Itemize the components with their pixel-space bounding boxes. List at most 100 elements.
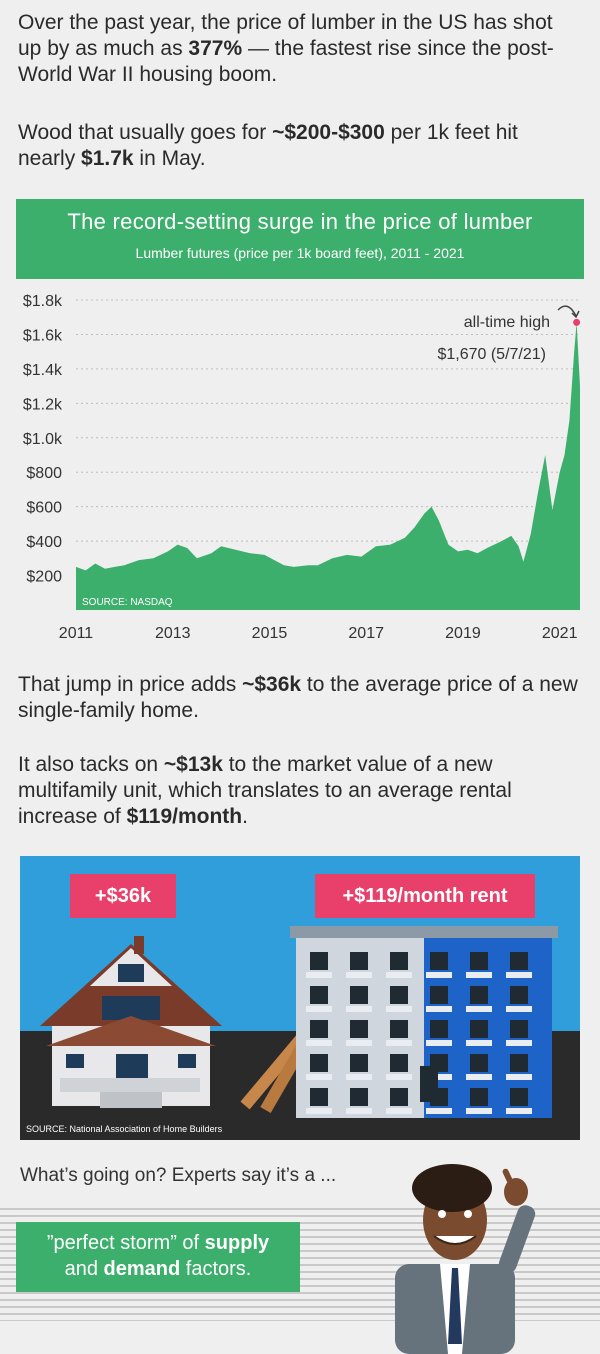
highlight-demand: demand: [103, 1258, 181, 1280]
x-tick-label: 2011: [59, 625, 94, 642]
y-tick-label: $400: [26, 534, 62, 551]
x-tick-label: 2013: [155, 625, 191, 642]
highlight-price-range: ~$200-$300: [272, 121, 385, 144]
window: [310, 1088, 328, 1106]
chart-source: SOURCE: NASDAQ: [82, 597, 173, 608]
peak-marker: [573, 318, 581, 326]
balcony-rail: [346, 972, 372, 978]
house-cost-badge: +$36k: [70, 874, 176, 918]
y-tick-label: $800: [26, 465, 62, 482]
window: [350, 1088, 368, 1106]
window: [390, 986, 408, 1004]
illustration-source: SOURCE: National Association of Home Bui…: [26, 1124, 223, 1134]
balcony-rail: [426, 1074, 452, 1080]
y-tick-label: $1.6k: [23, 327, 63, 344]
balcony-rail: [426, 972, 452, 978]
text-span: .: [242, 805, 248, 828]
window: [470, 1020, 488, 1038]
text-span: in May.: [133, 147, 206, 170]
x-tick-label: 2019: [445, 625, 481, 642]
window: [390, 952, 408, 970]
balcony-rail: [426, 1108, 452, 1114]
window: [470, 986, 488, 1004]
intro-paragraph-2: Wood that usually goes for ~$200-$300 pe…: [18, 120, 578, 172]
balcony-rail: [506, 1074, 532, 1080]
y-tick-label: $1.0k: [23, 431, 63, 448]
balcony-rail: [466, 1006, 492, 1012]
balcony-rail: [306, 1074, 332, 1080]
apartment-windows: [306, 952, 532, 1114]
balcony-rail: [506, 972, 532, 978]
balcony-rail: [346, 1108, 372, 1114]
window: [430, 986, 448, 1004]
house-icon: [40, 936, 222, 1108]
window: [390, 1054, 408, 1072]
balcony-rail: [346, 1040, 372, 1046]
house-cost-paragraph: That jump in price adds ~$36k to the ave…: [18, 672, 578, 724]
balcony-rail: [306, 1108, 332, 1114]
chart-header: The record-setting surge in the price of…: [16, 199, 584, 279]
text-span: factors.: [180, 1258, 252, 1280]
speaker-illustration: [230, 1164, 536, 1354]
balcony-rail: [386, 1108, 412, 1114]
y-tick-label: $200: [26, 569, 62, 586]
balcony-rail: [466, 1074, 492, 1080]
multifamily-paragraph: It also tacks on ~$13k to the market val…: [18, 752, 578, 830]
x-tick-label: 2015: [252, 625, 288, 642]
annotation-value: $1,670 (5/7/21): [437, 346, 546, 363]
text-span: — the fastest rise since the post-World …: [18, 37, 554, 86]
text-span: ”perfect storm” of: [46, 1232, 205, 1254]
highlight-supply: supply: [204, 1232, 270, 1254]
chart-gridlines: [76, 299, 580, 577]
balcony-rail: [506, 1108, 532, 1114]
window: [310, 1054, 328, 1072]
highlight-rent-increase: $119/month: [126, 805, 243, 828]
text-span: Over the past year, the price of lumber …: [18, 11, 553, 60]
window: [470, 1054, 488, 1072]
text-span: to the average price of a new single-fam…: [18, 673, 578, 722]
window: [470, 1088, 488, 1106]
peak-annotation: all-time high $1,670 (5/7/21): [437, 305, 581, 363]
window: [390, 1020, 408, 1038]
buildings-drawing: [40, 926, 558, 1118]
text-span: per 1k feet hit nearly: [18, 121, 518, 170]
balcony-rail: [466, 972, 492, 978]
balcony-rail: [506, 1006, 532, 1012]
y-tick-label: $1.2k: [23, 396, 63, 413]
balcony-rail: [466, 1108, 492, 1114]
window: [510, 1020, 528, 1038]
window: [510, 1054, 528, 1072]
balcony-rail: [306, 1040, 332, 1046]
window: [350, 986, 368, 1004]
y-axis-labels: $200 $400 $600 $800 $1.0k $1.2k $1.4k $1.6k $1.8…: [23, 293, 63, 586]
balcony-rail: [386, 1040, 412, 1046]
text-span: It also tacks on: [18, 753, 164, 776]
perfect-storm-bubble: ”perfect storm” of supply and demand fac…: [16, 1222, 300, 1292]
window: [350, 1054, 368, 1072]
window: [310, 1020, 328, 1038]
chart-subtitle: Lumber futures (price per 1k board feet)…: [135, 245, 465, 261]
y-tick-label: $600: [26, 500, 62, 517]
annotation-arrow-icon: [557, 305, 577, 317]
annotation-label: all-time high: [464, 314, 550, 331]
y-tick-label: $1.8k: [23, 293, 63, 310]
x-tick-label: 2017: [348, 625, 384, 642]
balcony-rail: [306, 1006, 332, 1012]
lumber-price-chart: $200 $400 $600 $800 $1.0k $1.2k $1.4k $1.6k $1.8…: [23, 293, 581, 642]
highlight-price: $1.7k: [81, 147, 134, 170]
balcony-rail: [386, 1006, 412, 1012]
x-tick-label: 2021: [542, 625, 578, 642]
window: [310, 986, 328, 1004]
y-tick-label: $1.4k: [23, 362, 63, 379]
window: [430, 1020, 448, 1038]
expert-man-icon: [230, 1164, 536, 1354]
window: [310, 952, 328, 970]
balcony-rail: [386, 972, 412, 978]
intro-paragraph-1: Over the past year, the price of lumber …: [18, 10, 578, 88]
balcony-rail: [426, 1006, 452, 1012]
apartment-building-icon: [290, 926, 558, 1118]
balcony-rail: [306, 972, 332, 978]
highlight-percentage: 377%: [188, 37, 243, 60]
window: [510, 1088, 528, 1106]
text-span: Wood that usually goes for: [18, 121, 273, 144]
